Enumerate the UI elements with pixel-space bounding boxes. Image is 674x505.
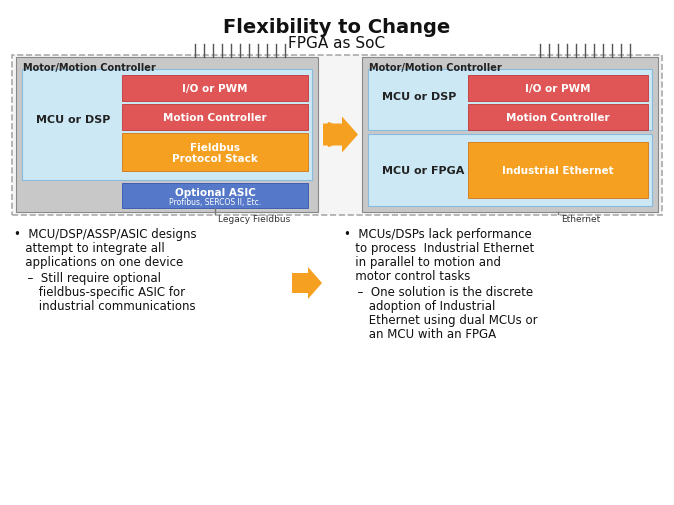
Text: industrial communications: industrial communications [20, 299, 195, 313]
Text: attempt to integrate all: attempt to integrate all [14, 241, 164, 255]
Text: Profibus, SERCOS II, Etc.: Profibus, SERCOS II, Etc. [169, 197, 261, 206]
Text: –  One solution is the discrete: – One solution is the discrete [350, 285, 533, 298]
Text: motor control tasks: motor control tasks [344, 270, 470, 282]
Bar [16, 58, 318, 213]
Text: Protocol Stack: Protocol Stack [172, 154, 258, 164]
Bar [122, 105, 308, 131]
Bar [122, 184, 308, 209]
Text: MCU or DSP: MCU or DSP [382, 92, 456, 102]
Bar [368, 134, 652, 207]
Text: I/O or PWM: I/O or PWM [525, 84, 590, 94]
Text: MCU or DSP: MCU or DSP [36, 114, 111, 124]
Bar [468, 76, 648, 102]
Text: •  MCU/DSP/ASSP/ASIC designs: • MCU/DSP/ASSP/ASIC designs [14, 228, 197, 240]
Polygon shape [323, 117, 358, 153]
Text: to process  Industrial Ethernet: to process Industrial Ethernet [344, 241, 534, 255]
Text: Optional ASIC: Optional ASIC [175, 188, 255, 198]
Bar [468, 142, 648, 198]
Polygon shape [292, 268, 322, 299]
Text: FPGA as SoC: FPGA as SoC [288, 36, 386, 51]
Bar [12, 56, 662, 216]
Text: Motion Controller: Motion Controller [163, 113, 267, 123]
Bar [122, 76, 308, 102]
Text: in parallel to motion and: in parallel to motion and [344, 256, 501, 269]
Text: Motor/Motion Controller: Motor/Motion Controller [369, 63, 501, 73]
Text: Industrial Ethernet: Industrial Ethernet [502, 166, 614, 175]
Text: adoption of Industrial: adoption of Industrial [350, 299, 495, 313]
Text: Ethernet: Ethernet [561, 215, 601, 224]
Text: Ethernet using dual MCUs or: Ethernet using dual MCUs or [350, 314, 538, 326]
Bar [368, 70, 652, 130]
Text: fieldbus-specific ASIC for: fieldbus-specific ASIC for [20, 285, 185, 298]
Text: Motion Controller: Motion Controller [506, 113, 610, 123]
Text: –  Still require optional: – Still require optional [20, 272, 161, 284]
Bar [362, 58, 658, 213]
Text: Motor/Motion Controller: Motor/Motion Controller [23, 63, 156, 73]
Bar [122, 134, 308, 172]
Text: MCU or FPGA: MCU or FPGA [382, 166, 464, 175]
Bar [468, 105, 648, 131]
Text: an MCU with an FPGA: an MCU with an FPGA [350, 327, 496, 340]
Bar [22, 70, 312, 181]
Text: I/O or PWM: I/O or PWM [182, 84, 248, 94]
Text: applications on one device: applications on one device [14, 256, 183, 269]
Text: •  MCUs/DSPs lack performance: • MCUs/DSPs lack performance [344, 228, 532, 240]
Text: Flexibility to Change: Flexibility to Change [223, 18, 451, 37]
Text: Legacy Fieldbus: Legacy Fieldbus [218, 215, 290, 224]
Text: Fieldbus: Fieldbus [190, 143, 240, 153]
